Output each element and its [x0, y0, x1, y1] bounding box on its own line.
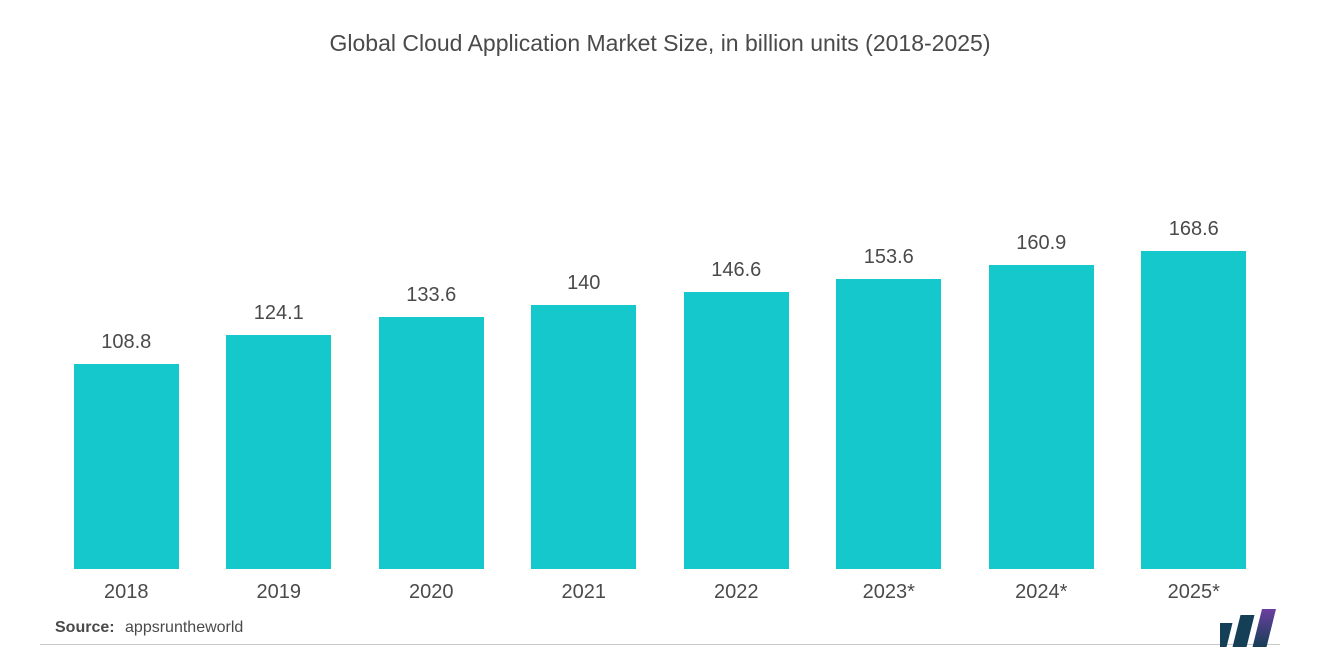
- bar-group: 124.1: [204, 302, 354, 569]
- x-axis-label: 2021: [509, 581, 659, 604]
- x-axis-label: 2018: [51, 581, 201, 604]
- plot-area: 108.8 124.1 133.6 140 146.6 153.6 160.9 168.6: [40, 107, 1280, 569]
- bar: [531, 305, 636, 569]
- x-axis-label: 2019: [204, 581, 354, 604]
- source-label: Source:: [55, 619, 115, 636]
- bar-group: 146.6: [661, 259, 811, 569]
- brand-logo: [1220, 609, 1280, 647]
- bar-value-label: 124.1: [254, 302, 304, 325]
- bar-value-label: 153.6: [864, 246, 914, 269]
- bar-value-label: 133.6: [406, 284, 456, 307]
- bar: [836, 279, 941, 569]
- source-value: appsruntheworld: [125, 619, 243, 636]
- x-axis-label: 2024*: [966, 581, 1116, 604]
- bar-value-label: 108.8: [101, 331, 151, 354]
- bar-group: 168.6: [1119, 218, 1269, 569]
- bar-value-label: 140: [567, 272, 600, 295]
- bar: [74, 364, 179, 570]
- bar: [226, 335, 331, 569]
- x-axis-labels: 201820192020202120222023*2024*2025*: [40, 569, 1280, 604]
- x-axis-label: 2023*: [814, 581, 964, 604]
- bar-value-label: 146.6: [711, 259, 761, 282]
- bar-value-label: 160.9: [1016, 232, 1066, 255]
- bar-group: 153.6: [814, 246, 964, 569]
- x-axis-label: 2025*: [1119, 581, 1269, 604]
- bar: [684, 292, 789, 569]
- bar-group: 160.9: [966, 232, 1116, 569]
- bar-group: 140: [509, 272, 659, 569]
- bar-group: 133.6: [356, 284, 506, 569]
- bar: [379, 317, 484, 569]
- bar: [989, 265, 1094, 569]
- x-axis-label: 2022: [661, 581, 811, 604]
- chart-title: Global Cloud Application Market Size, in…: [40, 30, 1280, 57]
- footer-divider: [40, 644, 1280, 645]
- chart-container: Global Cloud Application Market Size, in…: [0, 0, 1320, 665]
- x-axis-label: 2020: [356, 581, 506, 604]
- bar-value-label: 168.6: [1169, 218, 1219, 241]
- bar: [1141, 251, 1246, 569]
- source-line: Source: appsruntheworld: [55, 619, 243, 637]
- bar-group: 108.8: [51, 331, 201, 570]
